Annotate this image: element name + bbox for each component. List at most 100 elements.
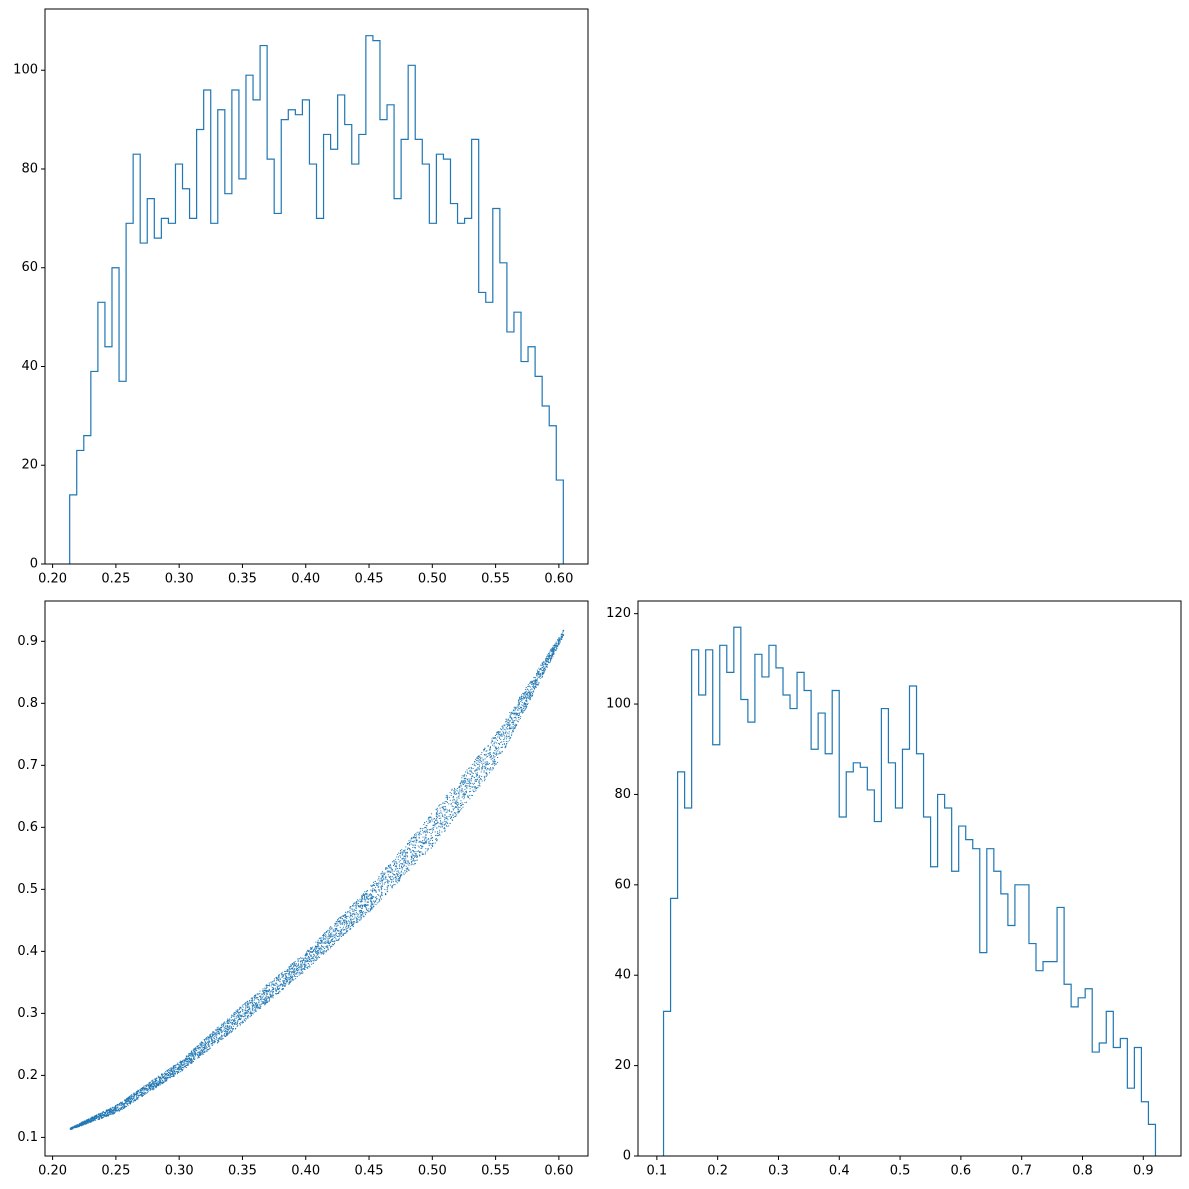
scatter-point — [229, 1026, 231, 1028]
scatter-point — [302, 957, 304, 959]
scatter-point — [152, 1089, 154, 1091]
scatter-point — [550, 649, 552, 651]
scatter-point — [83, 1121, 85, 1123]
scatter-point — [253, 1004, 255, 1006]
scatter-point — [491, 744, 493, 746]
scatter-point — [410, 855, 412, 857]
scatter-point — [547, 659, 549, 661]
scatter-point — [366, 912, 368, 914]
scatter-point — [375, 889, 377, 891]
scatter-point — [542, 670, 544, 672]
scatter-point — [537, 673, 539, 675]
scatter-point — [140, 1095, 142, 1097]
scatter-point — [300, 970, 302, 972]
scatter-point — [506, 720, 508, 722]
scatter-point — [275, 993, 277, 995]
scatter-point — [391, 887, 393, 889]
scatter-point — [423, 830, 425, 832]
scatter-point — [520, 710, 522, 712]
scatter-point — [498, 731, 500, 733]
scatter-point — [279, 983, 281, 985]
scatter-point — [334, 936, 336, 938]
scatter-point — [441, 806, 443, 808]
scatter-point — [130, 1101, 132, 1103]
scatter-point — [411, 856, 413, 858]
scatter-point — [297, 964, 299, 966]
scatter-point — [434, 842, 436, 844]
scatter-point — [371, 885, 373, 887]
scatter-point — [280, 984, 282, 986]
scatter-point — [231, 1027, 233, 1029]
scatter-point — [373, 900, 375, 902]
scatter-point — [269, 993, 271, 995]
scatter-point — [372, 896, 374, 898]
scatter-point — [281, 987, 283, 989]
scatter-point — [381, 888, 383, 890]
scatter-point — [165, 1076, 167, 1078]
scatter-point — [532, 683, 534, 685]
scatter-point — [136, 1095, 138, 1097]
scatter-point — [263, 990, 265, 992]
scatter-point — [136, 1092, 138, 1094]
scatter-point — [109, 1109, 111, 1111]
scatter-point — [205, 1042, 207, 1044]
scatter-point — [117, 1108, 119, 1110]
scatter-point — [259, 993, 261, 995]
scatter-point — [424, 827, 426, 829]
scatter-point — [534, 686, 536, 688]
scatter-point — [83, 1124, 85, 1126]
scatter-point — [485, 750, 487, 752]
scatter-point — [326, 931, 328, 933]
scatter-point — [127, 1100, 129, 1102]
scatter-point — [407, 860, 409, 862]
scatter-point — [227, 1029, 229, 1031]
scatter-point — [326, 946, 328, 948]
scatter-point — [293, 964, 295, 966]
scatter-point — [387, 882, 389, 884]
scatter-point — [475, 775, 477, 777]
scatter-point — [517, 721, 519, 723]
scatter-point — [296, 969, 298, 971]
scatter-point — [159, 1081, 161, 1083]
scatter-point — [281, 984, 283, 986]
scatter-point — [286, 979, 288, 981]
scatter-point — [389, 871, 391, 873]
scatter-point — [484, 765, 486, 767]
scatter-point — [436, 820, 438, 822]
scatter-point — [399, 853, 401, 855]
scatter-point — [344, 916, 346, 918]
scatter-point — [362, 893, 364, 895]
scatter-point — [432, 829, 434, 831]
scatter-point — [248, 1008, 250, 1010]
scatter-point — [428, 816, 430, 818]
scatter-point — [490, 758, 492, 760]
scatter-point — [486, 773, 488, 775]
scatter-point — [519, 711, 521, 713]
scatter-point — [261, 1001, 263, 1003]
scatter-point — [504, 745, 506, 747]
scatter-point — [151, 1080, 153, 1082]
scatter-point — [454, 791, 456, 793]
scatter-point — [338, 937, 340, 939]
scatter-point — [481, 762, 483, 764]
scatter-point — [204, 1047, 206, 1049]
scatter-point — [523, 702, 525, 704]
scatter-point — [225, 1034, 227, 1036]
scatter-point — [455, 803, 457, 805]
scatter-point — [536, 673, 538, 675]
scatter-point — [304, 965, 306, 967]
scatter-point — [561, 633, 563, 635]
scatter-point — [153, 1083, 155, 1085]
scatter-point — [199, 1042, 201, 1044]
scatter-point — [268, 985, 270, 987]
scatter-point — [151, 1086, 153, 1088]
scatter-point — [168, 1071, 170, 1073]
scatter-point — [191, 1054, 193, 1056]
scatter-point — [512, 730, 514, 732]
scatter-point — [212, 1041, 214, 1043]
scatter-point — [420, 841, 422, 843]
scatter-point — [260, 999, 262, 1001]
scatter-point — [536, 669, 538, 671]
scatter-point — [141, 1087, 143, 1089]
